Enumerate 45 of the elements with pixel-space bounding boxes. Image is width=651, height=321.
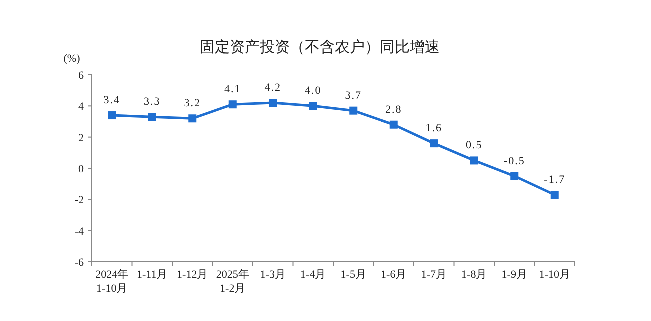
x-tick-label: 1-10月 xyxy=(539,269,570,281)
y-tick-label: 2 xyxy=(78,132,84,144)
point xyxy=(309,102,318,110)
chart-title: 固定资产投资（不含农户）同比增速 xyxy=(200,39,440,56)
x-tick-label: 1-8月 xyxy=(462,269,488,281)
x-tick-label: 1-11月 xyxy=(136,269,168,281)
x-tick-label: 1-7月 xyxy=(421,269,447,281)
x-tick-label: 2025年 1-2月 xyxy=(216,269,250,295)
data-label: 3.2 xyxy=(184,98,201,110)
data-label: -1.7 xyxy=(544,174,566,186)
point xyxy=(510,172,519,180)
data-label: 1.6 xyxy=(426,122,442,135)
y-tick-label: -4 xyxy=(74,226,84,238)
point xyxy=(148,113,156,122)
x-tick-label: 2024年 1-10月 xyxy=(96,269,129,295)
point xyxy=(430,140,438,148)
data-label: 0.5 xyxy=(466,140,483,152)
y-tick-label: -6 xyxy=(74,257,84,269)
x-tick-label: 1-6月 xyxy=(381,269,407,281)
data-label: -0.5 xyxy=(504,155,526,168)
y-tick-label: 4 xyxy=(78,101,84,114)
x-tick-label: 1-12月 xyxy=(177,269,208,281)
point xyxy=(550,190,559,199)
x-tick-label: 1-4月 xyxy=(300,269,326,281)
point xyxy=(470,156,478,165)
point xyxy=(269,99,278,108)
y-tick-label: 6 xyxy=(78,70,84,82)
point xyxy=(108,112,116,120)
data-label: 4.0 xyxy=(305,85,322,98)
data-label: 3.7 xyxy=(345,90,362,102)
y-tick-label: 0 xyxy=(78,164,84,176)
point xyxy=(350,106,358,115)
data-label: 3.3 xyxy=(144,96,161,108)
y-tick-label: -2 xyxy=(74,194,84,207)
y-axis-title: (%) xyxy=(64,53,81,65)
point xyxy=(188,114,197,123)
x-tick-label: 1-9月 xyxy=(502,269,528,281)
data-label: 3.4 xyxy=(104,94,120,107)
data-label: 4.1 xyxy=(224,84,242,96)
point xyxy=(228,100,237,109)
data-label: 4.2 xyxy=(264,82,282,94)
x-tick-label: 1-5月 xyxy=(340,269,366,281)
point xyxy=(390,120,398,129)
x-tick-label: 1-3月 xyxy=(260,269,286,281)
data-label: 2.8 xyxy=(386,104,402,116)
